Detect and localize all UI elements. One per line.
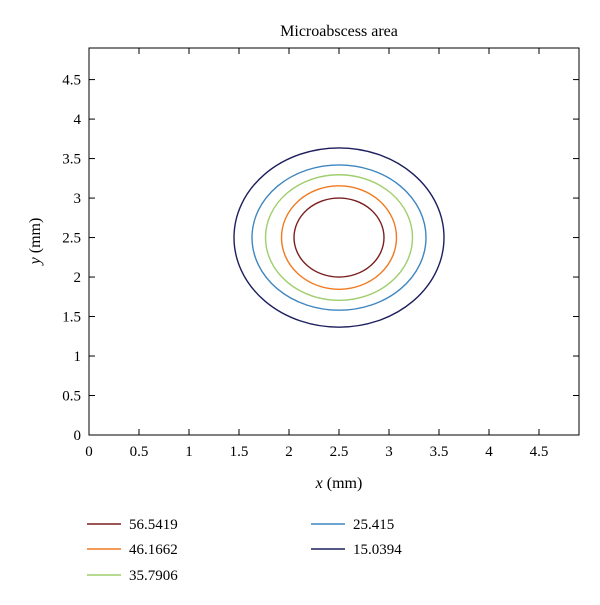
x-tick-label: 1.5 <box>230 444 249 460</box>
x-tick-label: 1 <box>185 444 193 460</box>
y-axis-ticks: 0 0.5 1 1.5 2 2.5 3 3.5 4 4.5 <box>62 73 579 444</box>
legend-label: 56.5419 <box>129 517 178 533</box>
y-tick-label: 4 <box>74 112 82 128</box>
x-tick-label: 2.5 <box>330 444 349 460</box>
y-tick-label: 3.5 <box>62 152 81 168</box>
x-tick-label: 2 <box>285 444 293 460</box>
contour-lines <box>234 148 444 327</box>
contour-level-2 <box>282 186 397 289</box>
x-axis-label: x (mm) <box>315 475 363 492</box>
contour-level-1 <box>294 198 384 277</box>
x-tick-label: 4.5 <box>530 444 549 460</box>
x-tick-label: 0 <box>85 444 93 460</box>
x-tick-label: 3 <box>385 444 393 460</box>
y-tick-label: 0.5 <box>62 389 81 405</box>
plot-frame <box>89 48 579 435</box>
legend-label: 25.415 <box>353 517 394 533</box>
legend-label: 15.0394 <box>353 542 402 558</box>
y-tick-label: 2 <box>74 270 82 286</box>
contour-level-3 <box>266 175 413 301</box>
x-tick-label: 0.5 <box>130 444 149 460</box>
legend: 56.5419 46.1662 35.7906 25.415 15.0394 <box>87 517 402 584</box>
y-axis-label: y (mm) <box>27 218 44 267</box>
y-tick-label: 1.5 <box>62 310 81 326</box>
x-tick-label: 3.5 <box>430 444 449 460</box>
legend-label: 35.7906 <box>129 568 178 584</box>
contour-level-4 <box>252 165 426 310</box>
y-tick-label: 0 <box>74 428 82 444</box>
x-axis-ticks: 0 0.5 1 1.5 2 2.5 3 3.5 4 4.5 <box>85 48 548 460</box>
y-tick-label: 3 <box>74 191 82 207</box>
x-tick-label: 4 <box>485 444 493 460</box>
chart-title: Microabscess area <box>280 23 398 40</box>
legend-label: 46.1662 <box>129 542 178 558</box>
y-tick-label: 2.5 <box>62 231 81 247</box>
y-tick-label: 4.5 <box>62 73 81 89</box>
y-tick-label: 1 <box>74 349 82 365</box>
